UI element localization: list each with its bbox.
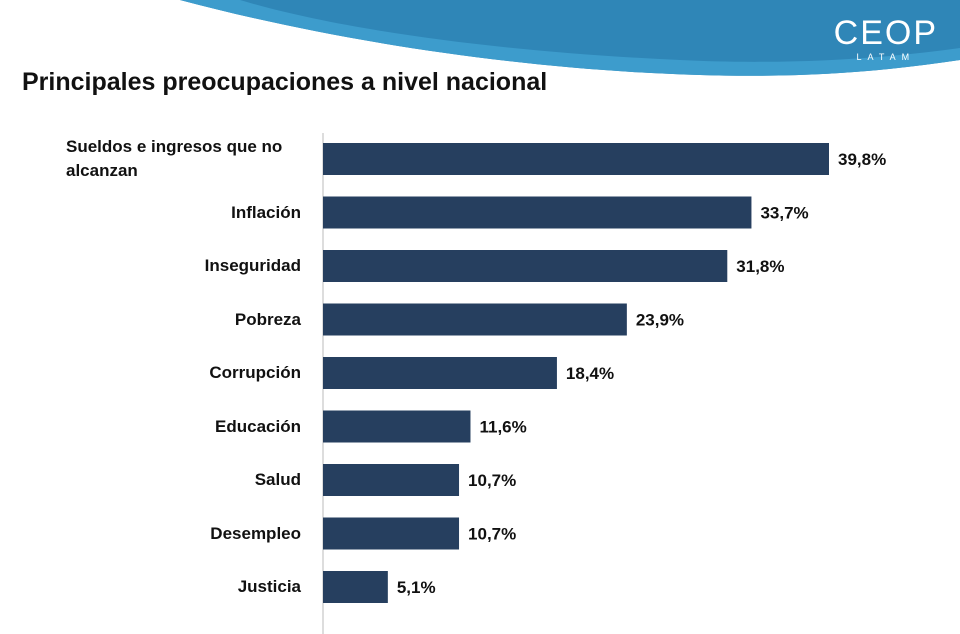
bar (323, 303, 627, 336)
category-label: Justicia (237, 577, 301, 596)
category-label: Inflación (231, 202, 301, 222)
category-label: Sueldos e ingresos que no alcanzan (66, 137, 283, 180)
value-label: 18,4% (566, 364, 614, 383)
header-wave (180, 0, 960, 76)
value-label: 10,7% (468, 525, 516, 544)
category-label: Inseguridad (204, 256, 301, 275)
value-label: 23,9% (636, 311, 684, 330)
category-label: Pobreza (234, 309, 301, 329)
category-label: Salud (254, 470, 301, 489)
logo-subtext: LATAM (856, 52, 916, 62)
value-label: 39,8% (838, 150, 886, 169)
value-label: 10,7% (468, 471, 516, 490)
bar (323, 250, 728, 282)
value-label: 5,1% (397, 578, 436, 597)
value-label: 31,8% (736, 257, 784, 276)
bar (323, 143, 829, 175)
bar (323, 464, 460, 496)
value-label: 11,6% (479, 418, 526, 437)
category-label: Desempleo (210, 523, 301, 543)
category-label: Educación (215, 416, 301, 436)
bar (323, 196, 752, 229)
category-label: Corrupción (209, 363, 301, 382)
bar (323, 357, 557, 389)
logo-text: CEOP (833, 14, 938, 52)
bar (323, 571, 388, 603)
bar (323, 517, 460, 550)
value-label: 33,7% (760, 204, 808, 223)
header-wave-light (180, 0, 960, 76)
bar (323, 410, 471, 443)
chart-title: Principales preocupaciones a nivel nacio… (22, 68, 548, 96)
logo: CEOP LATAM (834, 14, 938, 62)
